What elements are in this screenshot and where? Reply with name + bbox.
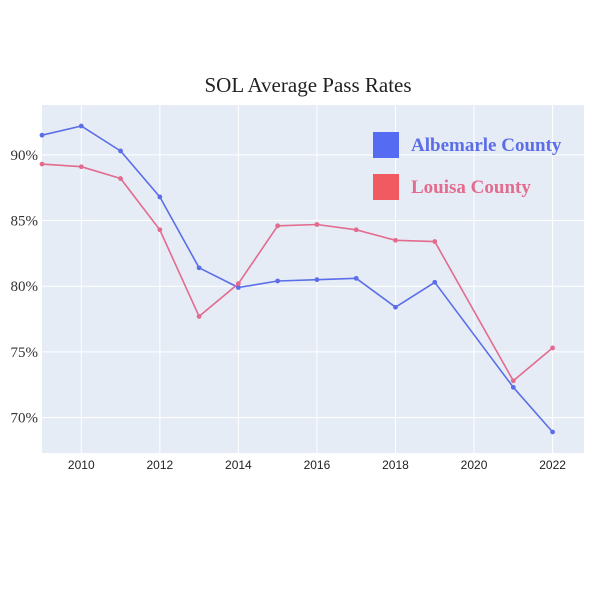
data-point bbox=[118, 148, 123, 154]
data-point bbox=[235, 285, 241, 290]
data-point bbox=[275, 223, 281, 229]
data-point bbox=[550, 345, 555, 351]
series-layer bbox=[39, 123, 555, 435]
chart-title: SOL Average Pass Rates bbox=[204, 73, 411, 97]
legend-label: Albemarle County bbox=[411, 135, 562, 156]
data-point bbox=[157, 227, 163, 233]
legend-item[interactable]: Albemarle County bbox=[373, 132, 562, 158]
data-point bbox=[196, 314, 202, 319]
legend-label: Louisa County bbox=[411, 177, 531, 198]
y-tick-label: 75% bbox=[11, 345, 39, 361]
x-tick-label: 2016 bbox=[304, 458, 331, 472]
y-tick-label: 70% bbox=[11, 411, 39, 427]
data-point bbox=[78, 123, 84, 129]
x-tick-label: 2014 bbox=[225, 458, 252, 472]
data-point bbox=[39, 132, 45, 138]
x-tick-label: 2018 bbox=[382, 458, 409, 472]
plot-area bbox=[42, 105, 584, 453]
legend[interactable]: Albemarle County Louisa County bbox=[373, 132, 562, 200]
legend-item[interactable]: Louisa County bbox=[373, 174, 531, 200]
data-point bbox=[393, 304, 398, 310]
data-point bbox=[510, 378, 516, 384]
data-point bbox=[314, 277, 320, 283]
data-point bbox=[235, 281, 241, 286]
legend-swatch bbox=[373, 174, 399, 200]
data-point bbox=[275, 278, 281, 284]
data-point bbox=[353, 275, 359, 281]
y-tick-label: 80% bbox=[11, 279, 39, 295]
series-0 bbox=[39, 123, 555, 435]
grid-lines bbox=[42, 105, 584, 453]
data-point bbox=[353, 227, 359, 233]
data-point bbox=[314, 222, 320, 227]
data-point bbox=[432, 239, 438, 244]
data-point bbox=[550, 429, 555, 435]
axis-labels: 2010 2012 2014 2016 2018 2020 2022 70% 75% 80% 85%… bbox=[11, 148, 567, 472]
data-point bbox=[196, 265, 202, 271]
data-point bbox=[78, 164, 84, 170]
data-point bbox=[157, 194, 163, 200]
y-tick-label: 85% bbox=[11, 214, 39, 230]
x-tick-label: 2010 bbox=[68, 458, 95, 472]
data-point bbox=[39, 161, 45, 167]
data-point bbox=[393, 237, 398, 243]
x-tick-label: 2012 bbox=[146, 458, 173, 472]
data-point bbox=[432, 279, 438, 285]
x-tick-label: 2020 bbox=[461, 458, 488, 472]
x-tick-label: 2022 bbox=[539, 458, 566, 472]
series-1 bbox=[39, 161, 555, 384]
data-point bbox=[118, 176, 123, 181]
data-point bbox=[510, 384, 516, 390]
y-tick-label: 90% bbox=[11, 148, 39, 164]
legend-swatch bbox=[373, 132, 399, 158]
